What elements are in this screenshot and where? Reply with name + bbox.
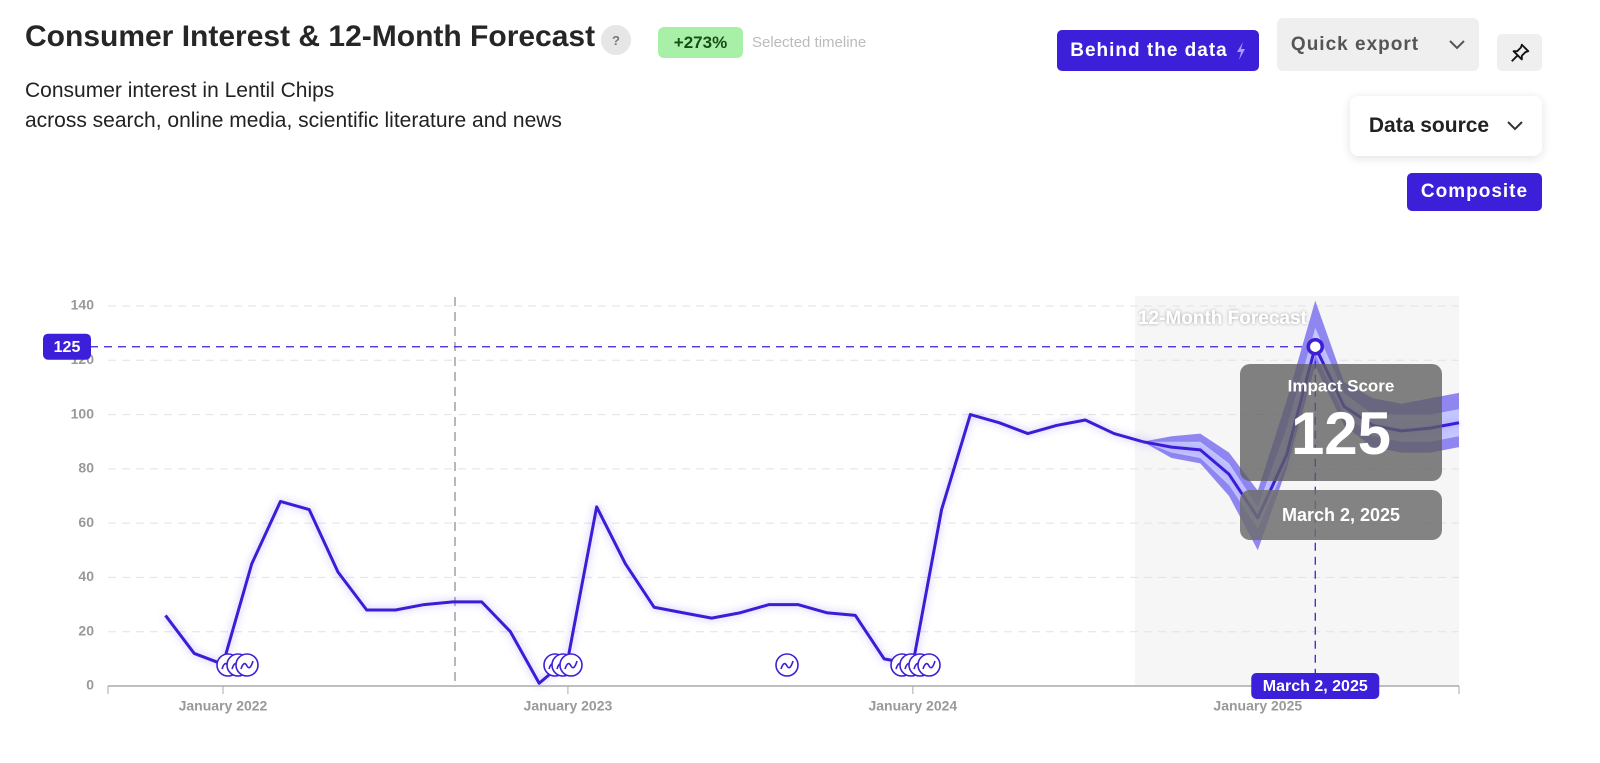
x-tick-label: January 2023 [524,698,613,714]
quick-export-button[interactable]: Quick export [1277,18,1479,71]
y-tick-label: 140 [71,297,95,313]
pin-icon [1510,43,1529,62]
button-label: Quick export [1290,33,1420,55]
subtitle: Consumer interest in Lentil Chips [25,79,335,102]
tooltip-date: March 2, 2025 [1282,505,1400,525]
tooltip-value: 125 [1291,400,1391,467]
event-icon-glyph [240,660,254,670]
y-tick-label: 80 [78,460,94,476]
behind-the-data-button[interactable]: Behind the data [1057,30,1259,71]
y-tick-label: 0 [86,677,94,693]
change-caption: Selected timeline [752,34,867,51]
x-tick-label: January 2025 [1213,698,1302,714]
tooltip-box [1240,364,1442,481]
change-badge: +273% [658,27,743,58]
event-icon-glyph [564,660,578,670]
bolt-icon [1236,41,1245,60]
date-badge [1251,673,1380,699]
value-badge [43,333,91,360]
forecast-label: 12-Month Forecast [1138,308,1308,329]
x-tick-label: January 2024 [868,698,957,714]
subtitle: across search, online media, scientific … [25,109,562,132]
interest-line [164,413,1144,685]
chevron-icon [1507,121,1523,131]
y-tick-label: 20 [78,622,94,638]
tooltip-date-box [1240,490,1442,540]
y-tick-label: 100 [71,405,95,421]
event-icon-glyph [780,660,794,670]
pin-button[interactable] [1497,34,1542,71]
y-tick-label: 60 [78,514,94,530]
composite-button[interactable]: Composite [1407,173,1542,211]
highlight-point [1306,337,1325,356]
page-title: Consumer Interest & 12-Month Forecast [25,20,596,53]
data-source-dropdown[interactable]: Data source [1350,96,1542,156]
x-tick-label: January 2022 [179,698,268,714]
button-label: Behind the data [1070,39,1228,61]
dropdown-label: Data source [1368,114,1490,137]
tooltip-title: Impact Score [1288,376,1395,395]
button-label: Composite [1420,181,1529,202]
help-button[interactable]: ? [601,25,631,55]
event-icon-glyph [922,660,936,670]
y-tick-label: 40 [78,568,94,584]
chevron-icon [1449,39,1465,49]
date-badge-label: March 2, 2025 [1263,678,1368,695]
value-badge-label: 125 [54,339,81,356]
